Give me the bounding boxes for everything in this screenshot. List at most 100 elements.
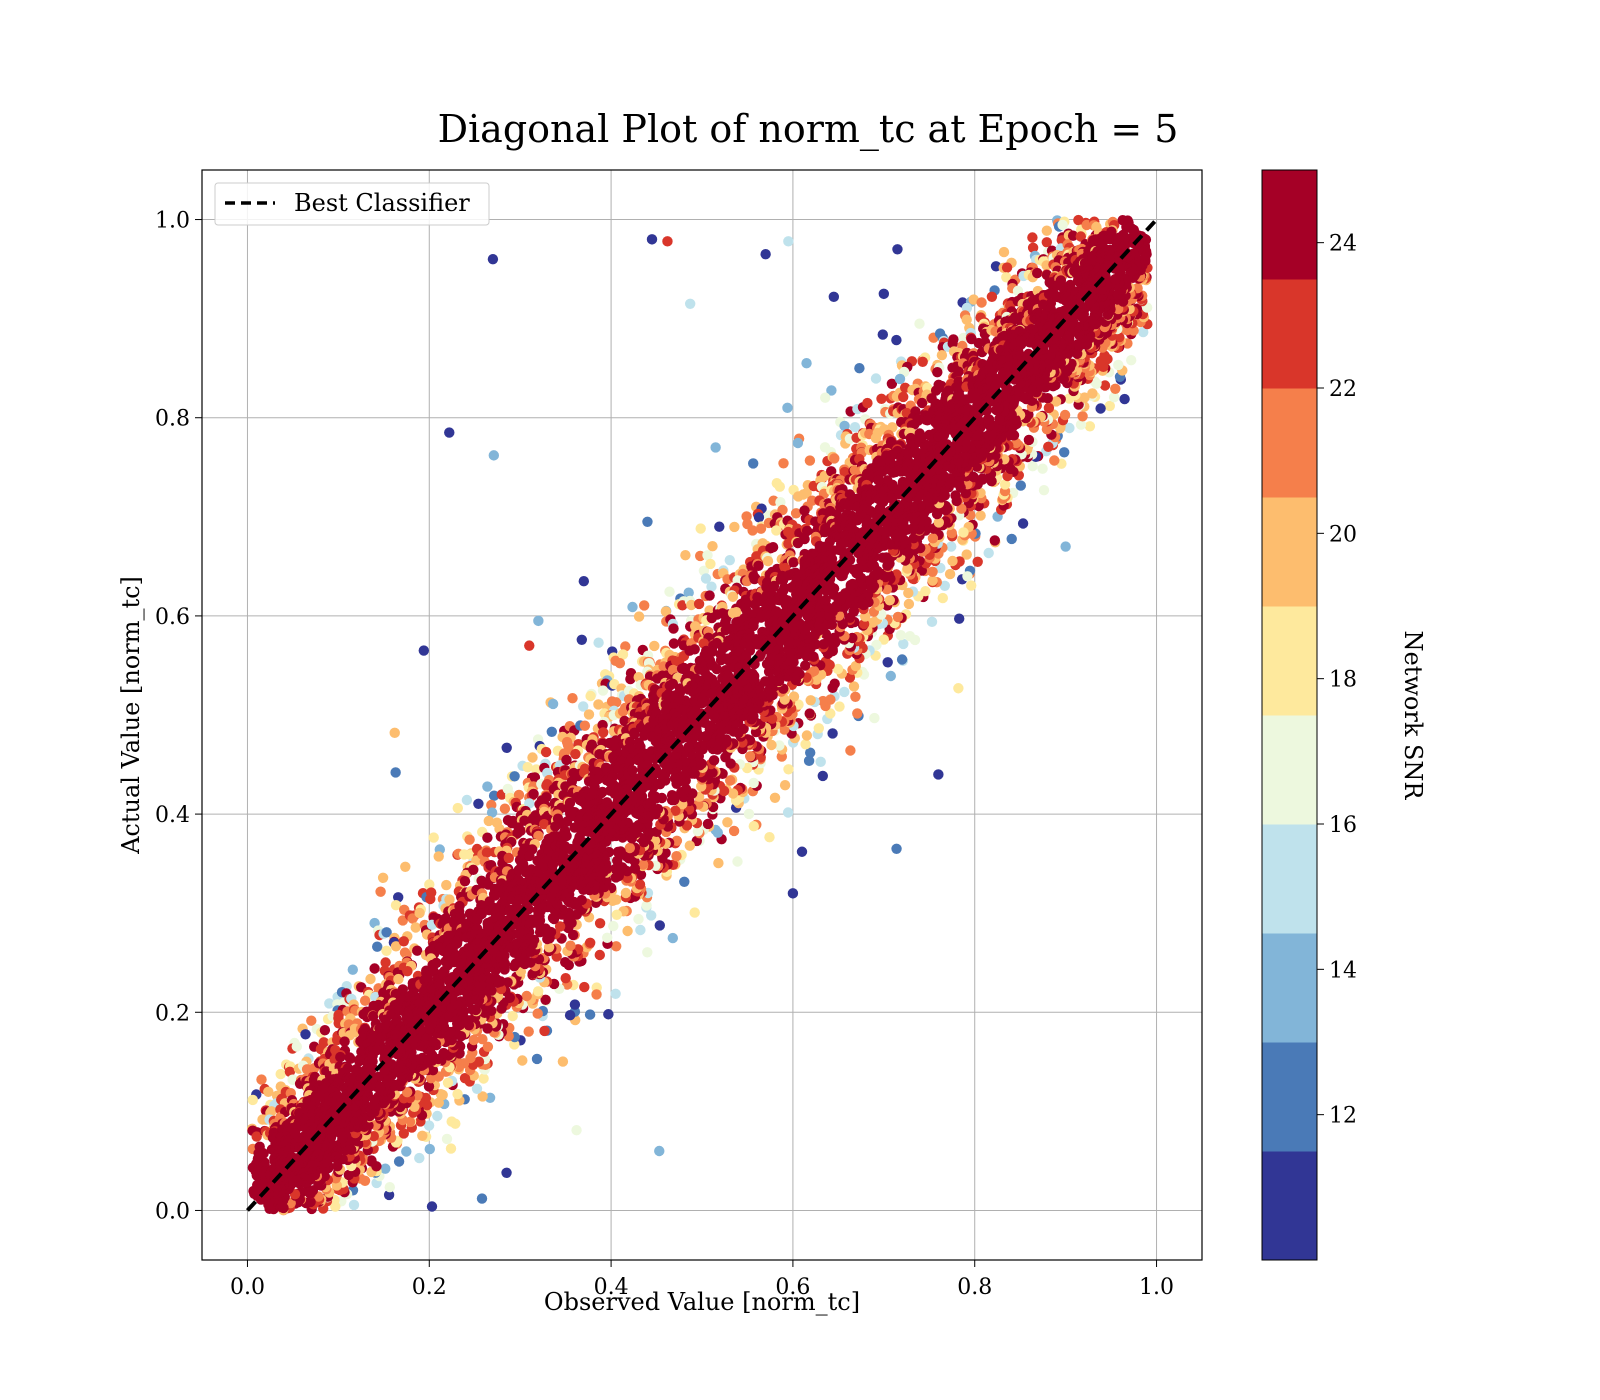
scatter-point	[1001, 272, 1012, 283]
scatter-point	[1006, 533, 1017, 545]
scatter-point	[1043, 402, 1055, 414]
scatter-point	[372, 941, 383, 952]
scatter-point	[637, 859, 649, 870]
scatter-point	[398, 936, 409, 947]
scatter-point	[612, 846, 624, 858]
scatter-point	[983, 547, 994, 559]
scatter-point	[625, 673, 636, 685]
scatter-point	[441, 1133, 453, 1145]
scatter-point	[894, 373, 906, 385]
scatter-point	[779, 694, 790, 705]
scatter-point	[724, 555, 735, 566]
scatter-point	[557, 1056, 569, 1067]
scatter-point	[762, 555, 774, 567]
scatter-point	[531, 764, 542, 775]
scatter-point	[622, 925, 633, 937]
scatter-point	[300, 1029, 311, 1040]
scatter-point	[1037, 463, 1048, 474]
scatter-point	[579, 981, 590, 993]
scatter-point	[975, 510, 986, 521]
scatter-point	[871, 639, 882, 651]
scatter-point	[546, 726, 557, 737]
scatter-point	[986, 291, 998, 302]
scatter-point	[583, 709, 595, 720]
scatter-point	[671, 851, 682, 862]
scatter-point	[1104, 400, 1116, 412]
scatter-point	[567, 693, 578, 704]
scatter-point	[790, 508, 802, 519]
scatter-point	[623, 694, 635, 705]
scatter-point	[610, 988, 621, 999]
scatter-point	[400, 861, 411, 872]
scatter-point	[878, 634, 889, 645]
scatter-point	[801, 487, 812, 499]
scatter-point	[958, 527, 969, 538]
scatter-point	[1017, 518, 1029, 529]
scatter-point	[813, 723, 824, 734]
scatter-point	[564, 1010, 576, 1021]
scatter-point	[939, 580, 950, 591]
scatter-point	[896, 654, 908, 665]
scatter-point	[801, 525, 813, 537]
scatter-point	[1027, 461, 1038, 472]
scatter-point	[801, 730, 813, 741]
scatter-point	[402, 966, 413, 977]
scatter-point	[561, 754, 572, 766]
scatter-point	[989, 535, 1000, 546]
scatter-point	[902, 563, 913, 574]
scatter-point	[641, 900, 652, 911]
scatter-point	[832, 663, 844, 675]
scatter-point	[348, 1199, 360, 1211]
scatter-point	[891, 334, 902, 346]
scatter-point	[1050, 396, 1062, 407]
scatter-point	[1059, 409, 1071, 421]
scatter-point	[393, 1156, 405, 1167]
scatter-point	[845, 579, 856, 591]
scatter-point	[1032, 267, 1043, 279]
scatter-point	[700, 573, 712, 584]
scatter-point	[713, 857, 724, 869]
scatter-point	[602, 932, 613, 943]
scatter-point	[384, 1182, 395, 1193]
scatter-point	[680, 550, 691, 561]
scatter-point	[1077, 411, 1088, 422]
scatter-point	[664, 586, 675, 597]
scatter-point	[1041, 237, 1053, 248]
scatter-point	[1113, 359, 1124, 371]
scatter-point	[560, 957, 571, 968]
scatter-point	[425, 893, 436, 905]
scatter-point	[815, 756, 826, 767]
scatter-point	[999, 479, 1011, 490]
scatter-point	[412, 945, 423, 956]
scatter-point	[885, 670, 896, 682]
scatter-point	[611, 697, 622, 708]
scatter-point	[788, 691, 800, 702]
scatter-point	[561, 830, 572, 842]
scatter-point	[998, 246, 1010, 258]
scatter-point	[539, 1025, 550, 1037]
scatter-point	[666, 790, 678, 801]
scatter-point	[767, 542, 779, 553]
scatter-point	[766, 739, 777, 751]
scatter-point	[471, 1083, 483, 1095]
scatter-point	[527, 752, 538, 763]
scatter-point	[722, 817, 733, 828]
scatter-point	[483, 815, 494, 827]
scatter-point	[708, 755, 720, 766]
scatter-point	[727, 591, 739, 602]
scatter-point	[747, 525, 758, 536]
scatter-point	[777, 504, 788, 516]
scatter-point	[247, 1094, 258, 1106]
scatter-point	[870, 432, 882, 444]
scatter-point	[359, 995, 371, 1006]
scatter-point	[390, 900, 402, 911]
scatter-point	[1099, 350, 1110, 361]
scatter-point	[704, 590, 715, 601]
scatter-point	[593, 637, 604, 648]
scatter-point	[649, 640, 660, 652]
scatter-point	[401, 1146, 412, 1157]
scatter-point	[1087, 388, 1098, 399]
scatter-point	[523, 1026, 534, 1037]
scatter-point	[565, 940, 576, 951]
scatter-point	[517, 1055, 528, 1066]
